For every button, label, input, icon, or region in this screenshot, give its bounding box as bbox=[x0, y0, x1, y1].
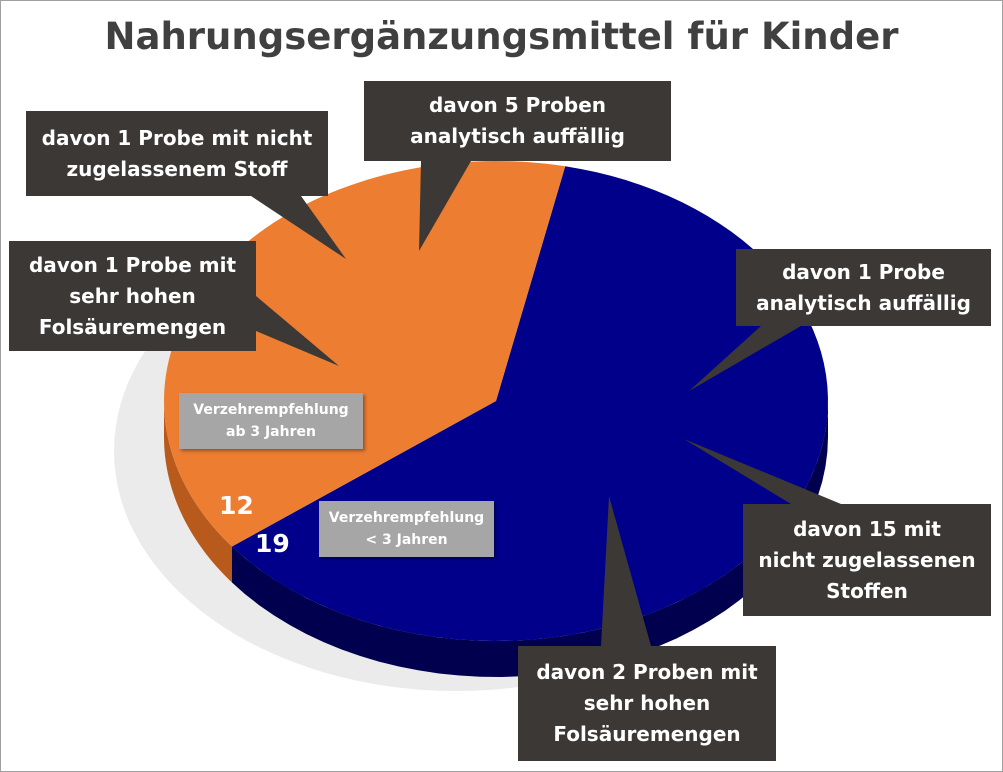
callout-pointer bbox=[419, 161, 471, 251]
callout-pointer bbox=[601, 496, 651, 646]
slice-label-line: Verzehrempfehlung bbox=[328, 510, 485, 526]
pie-slice-ab-3-jahren bbox=[164, 161, 566, 547]
callout-line: Folsäuremengen bbox=[553, 722, 741, 746]
callout-line: analytisch auffällig bbox=[410, 124, 625, 148]
callout-line: davon 1 Probe mit bbox=[28, 252, 237, 277]
callout-box bbox=[26, 111, 328, 196]
callout-2: davon 5 Proben analytisch auffällig bbox=[364, 81, 671, 161]
slice-label-line: < 3 Jahren bbox=[365, 532, 448, 548]
callout-line: sehr hohen bbox=[583, 691, 711, 715]
callout-line: davon 15 mit bbox=[793, 516, 941, 541]
callout-3: davon 1 Probe mit sehr hohen Folsäuremenge… bbox=[9, 241, 256, 351]
data-label-12: 12 bbox=[219, 491, 254, 520]
callout-box bbox=[9, 241, 256, 351]
callout-pointer bbox=[689, 326, 801, 391]
callout-box bbox=[743, 504, 991, 616]
callout-line: Folsäuremengen bbox=[38, 314, 227, 339]
callout-line: davon 2 Proben mit bbox=[536, 660, 758, 684]
chart-title: Nahrungsergänzungsmittel für Kinder bbox=[104, 15, 899, 58]
slice-label-line: Verzehrempfehlung bbox=[193, 402, 349, 418]
callout-1: davon 1 Probe mit nicht zugelassenem Stof… bbox=[26, 111, 328, 196]
callout-line: analytisch auffällig bbox=[756, 290, 971, 315]
slice-label-ab-3: Verzehrempfehlung ab 3 Jahren bbox=[179, 393, 363, 449]
callout-line: davon 5 Proben bbox=[428, 93, 607, 117]
callout-pointer bbox=[684, 439, 841, 504]
callout-pointer bbox=[251, 196, 346, 259]
callout-line: davon 1 Probe mit nicht bbox=[41, 125, 313, 150]
callout-4: davon 1 Probe analytisch auffällig bbox=[736, 249, 991, 326]
callout-box bbox=[518, 646, 776, 761]
callout-pointer bbox=[256, 296, 339, 366]
slice-label-line: ab 3 Jahren bbox=[226, 424, 316, 440]
slice-side-orange bbox=[164, 401, 232, 583]
data-label-19: 19 bbox=[255, 529, 290, 558]
callout-line: zugelassenem Stoff bbox=[66, 156, 288, 181]
callout-line: sehr hohen bbox=[69, 283, 196, 308]
callout-line: Stoffen bbox=[826, 578, 908, 603]
callout-6: davon 2 Proben mit sehr hohen Folsäuremeng… bbox=[518, 646, 776, 761]
callout-box bbox=[736, 249, 991, 326]
slice-label-unter-3: Verzehrempfehlung < 3 Jahren bbox=[319, 501, 494, 557]
callout-line: nicht zugelassenen bbox=[758, 547, 976, 572]
callout-line: davon 1 Probe bbox=[782, 259, 945, 284]
callout-5: davon 15 mit nicht zugelassenen Stoffen bbox=[743, 504, 991, 616]
slice-side-blue bbox=[231, 401, 829, 677]
callout-box bbox=[364, 81, 671, 161]
